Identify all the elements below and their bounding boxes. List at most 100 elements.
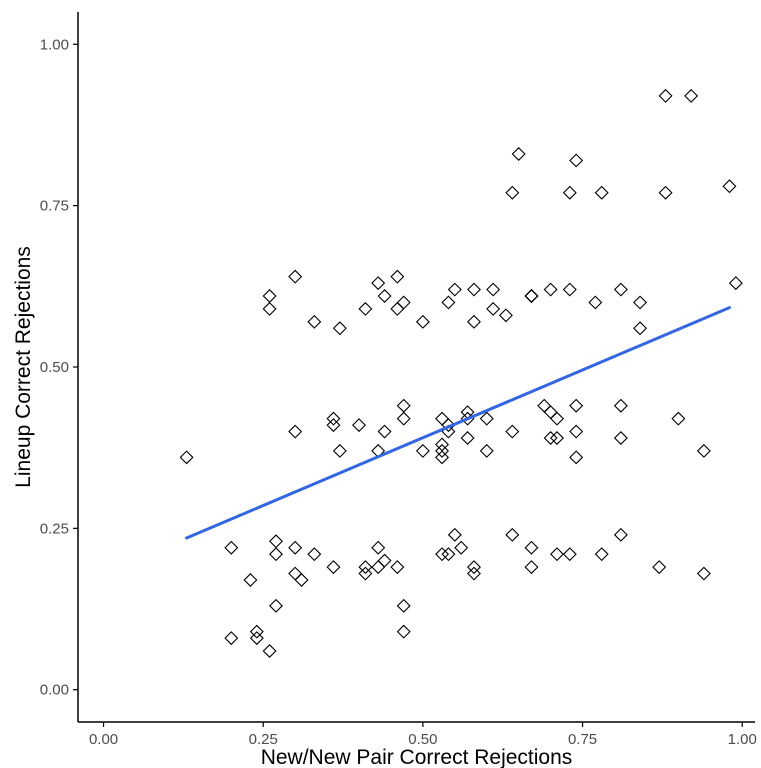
data-point — [524, 289, 539, 303]
y-tick-label: 0.50 — [40, 359, 69, 376]
data-point — [269, 534, 283, 549]
data-point — [447, 527, 462, 542]
data-point — [294, 573, 309, 587]
data-point — [415, 443, 430, 458]
data-point — [435, 411, 450, 426]
data-point — [613, 431, 628, 445]
data-point — [307, 547, 322, 562]
data-point — [722, 179, 737, 194]
data-point — [390, 301, 405, 316]
data-point — [396, 398, 411, 413]
data-point — [524, 560, 539, 575]
data-point — [390, 269, 405, 284]
data-point — [467, 282, 481, 297]
data-point — [569, 424, 584, 439]
data-point — [332, 321, 347, 336]
data-point — [249, 624, 264, 639]
y-tick-label: 0.00 — [40, 682, 69, 699]
data-point — [415, 314, 430, 329]
data-point — [658, 185, 673, 200]
data-point — [447, 282, 462, 297]
data-point — [396, 598, 411, 613]
data-point — [505, 185, 520, 200]
data-point — [537, 398, 552, 413]
data-point — [524, 540, 539, 555]
data-point — [543, 431, 558, 445]
x-tick-label: 1.00 — [728, 731, 757, 748]
data-point — [396, 624, 411, 639]
data-point — [524, 289, 539, 303]
x-tick-label: 0.50 — [408, 731, 437, 748]
data-point — [326, 411, 341, 426]
data-point — [696, 566, 711, 581]
data-point — [543, 405, 558, 420]
data-point — [435, 547, 450, 562]
data-point — [569, 450, 584, 465]
data-point — [249, 631, 264, 646]
data-point — [307, 314, 322, 329]
data-point — [179, 450, 194, 465]
data-point — [633, 295, 648, 310]
data-point — [543, 282, 558, 297]
data-point — [288, 566, 303, 581]
data-point — [371, 540, 386, 555]
x-tick-label: 0.00 — [89, 731, 118, 748]
data-point — [288, 424, 303, 439]
data-point — [652, 560, 667, 575]
data-point — [486, 282, 501, 297]
data-point — [454, 540, 469, 555]
data-point — [684, 88, 699, 103]
data-point — [435, 443, 450, 458]
data-point — [658, 88, 673, 103]
x-axis-title: New/New Pair Correct Rejections — [261, 746, 573, 768]
data-point — [498, 308, 513, 323]
x-tick-label: 0.75 — [568, 731, 597, 748]
data-point — [633, 321, 648, 336]
data-point — [358, 301, 373, 316]
data-point — [352, 418, 366, 433]
data-point — [550, 547, 564, 562]
data-point — [550, 431, 564, 445]
data-point — [269, 547, 283, 562]
data-point — [358, 566, 373, 581]
data-point — [377, 424, 392, 439]
data-point — [441, 295, 456, 310]
data-point — [326, 560, 341, 575]
data-point — [262, 289, 277, 303]
data-point — [505, 527, 520, 542]
points-layer — [179, 88, 743, 658]
data-point — [467, 314, 481, 329]
data-point — [371, 560, 386, 575]
data-point — [524, 289, 539, 303]
data-point — [377, 289, 392, 303]
data-point — [479, 443, 494, 458]
data-point — [390, 560, 405, 575]
data-point — [505, 424, 520, 439]
data-point — [613, 282, 628, 297]
data-point — [562, 547, 577, 562]
data-point — [569, 153, 584, 168]
data-point — [613, 527, 628, 542]
trend-line — [185, 306, 731, 540]
data-point — [332, 443, 347, 458]
data-point — [396, 295, 411, 310]
data-point — [224, 540, 239, 555]
data-point — [441, 418, 456, 433]
data-point — [243, 573, 258, 587]
data-point — [594, 185, 609, 200]
ticks-layer: 0.00 0.25 0.50 0.75 1.00 0.00 0.25 0.50 0.75 1.00 — [40, 36, 757, 748]
data-point — [588, 295, 603, 310]
data-point — [613, 398, 628, 413]
data-point — [441, 547, 456, 562]
data-point — [371, 276, 386, 291]
y-tick-label: 0.75 — [40, 198, 69, 215]
data-point — [550, 411, 564, 426]
data-point — [696, 443, 711, 458]
data-point — [396, 411, 411, 426]
x-tick-label: 0.25 — [249, 731, 278, 748]
data-point — [288, 269, 303, 284]
data-point — [435, 450, 450, 465]
data-point — [269, 598, 283, 613]
data-point — [288, 540, 303, 555]
